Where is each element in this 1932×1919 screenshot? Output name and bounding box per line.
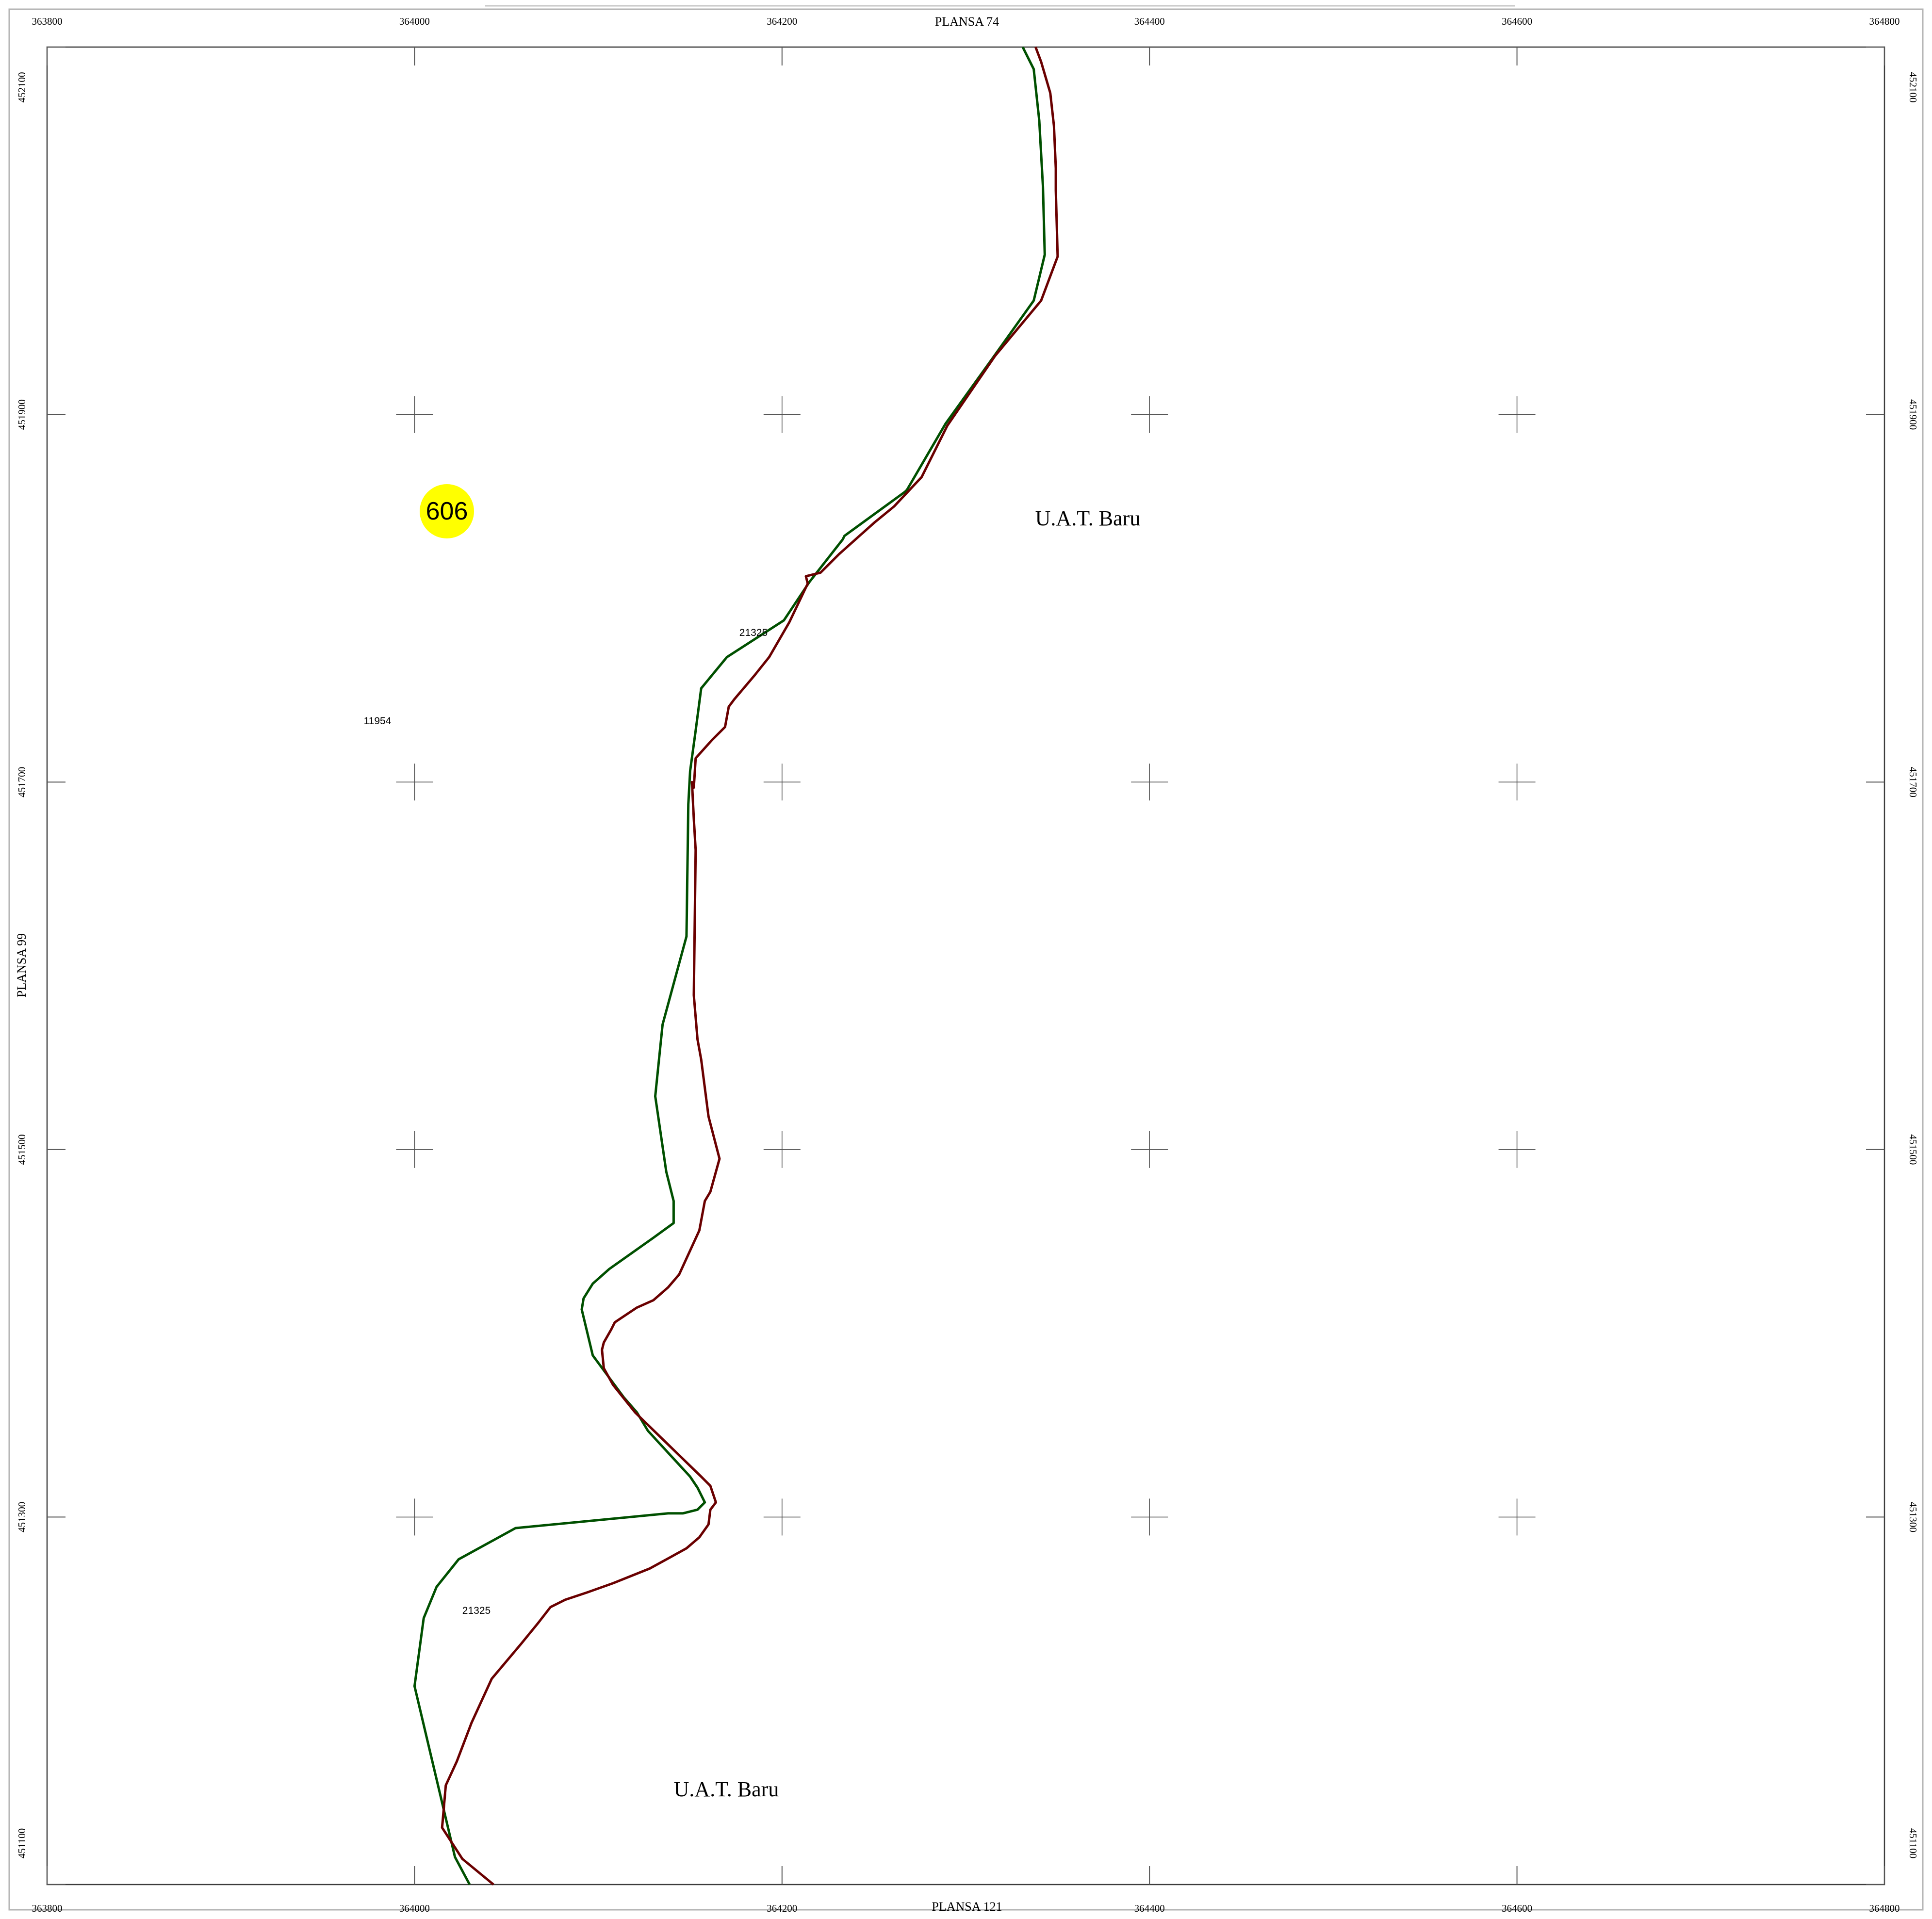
boundary-lines xyxy=(413,46,1059,1886)
strip-parcel-label-lower: 21325 xyxy=(462,1605,491,1616)
northing-label: 451500 xyxy=(1907,1134,1919,1165)
northing-label: 451100 xyxy=(1907,1828,1919,1858)
easting-label: 363800 xyxy=(32,1903,63,1914)
territory-label-lower: U.A.T. Baru xyxy=(674,1777,779,1801)
northing-labels-right: 452100 451900 451700 451500 451300 451100 xyxy=(1907,72,1919,1859)
northing-label: 452100 xyxy=(16,72,28,103)
northing-label: 451900 xyxy=(1907,399,1919,430)
easting-label: 364200 xyxy=(767,16,797,27)
easting-label: 364400 xyxy=(1134,16,1165,27)
northing-label: 451300 xyxy=(16,1502,28,1532)
easting-label: 364200 xyxy=(767,1903,797,1914)
northing-labels-left: 452100 451900 451700 451500 451300 451100 xyxy=(16,72,28,1859)
marker-606: 606 xyxy=(420,484,474,538)
easting-labels-bottom: 363800 364000 364200 364400 364600 364800 xyxy=(32,1903,1900,1914)
marker-number: 606 xyxy=(426,497,468,525)
boundary-line-green xyxy=(413,46,1046,1886)
easting-label: 364600 xyxy=(1502,1903,1532,1914)
easting-label: 364800 xyxy=(1869,16,1900,27)
northing-label: 451500 xyxy=(16,1134,28,1165)
sheet-outer-frame xyxy=(8,8,1924,1911)
territory-label-upper: U.A.T. Baru xyxy=(1035,506,1141,530)
northing-label: 451700 xyxy=(1907,767,1919,797)
northing-label: 451100 xyxy=(16,1828,28,1858)
northing-label: 451300 xyxy=(1907,1502,1919,1532)
easting-label: 364400 xyxy=(1134,1903,1165,1914)
easting-label: 364000 xyxy=(399,16,430,27)
marker-circle xyxy=(420,484,474,538)
easting-label: 363800 xyxy=(32,16,63,27)
northing-label: 451900 xyxy=(16,399,28,430)
adjacent-sheet-left-label: PLANSA 99 xyxy=(15,933,29,997)
grid-cross-marks xyxy=(396,396,1536,1536)
strip-parcel-label-upper: 21325 xyxy=(739,627,768,638)
grid-tick-marks xyxy=(47,47,1885,1885)
easting-label: 364600 xyxy=(1502,16,1532,27)
parcel-label-left: 11954 xyxy=(364,716,392,727)
northing-label: 451700 xyxy=(16,767,28,797)
northing-label: 452100 xyxy=(1907,72,1919,103)
map-neat-line xyxy=(46,46,1885,1886)
adjacent-sheet-bottom-label: PLANSA 121 xyxy=(932,1900,1002,1914)
adjacent-sheet-top-label: PLANSA 74 xyxy=(935,15,999,29)
easting-labels-top: 363800 364000 364200 364400 364600 364800 xyxy=(32,16,1900,27)
easting-label: 364000 xyxy=(399,1903,430,1914)
easting-label: 364800 xyxy=(1869,1903,1900,1914)
boundary-line-darkred xyxy=(441,47,1059,1886)
